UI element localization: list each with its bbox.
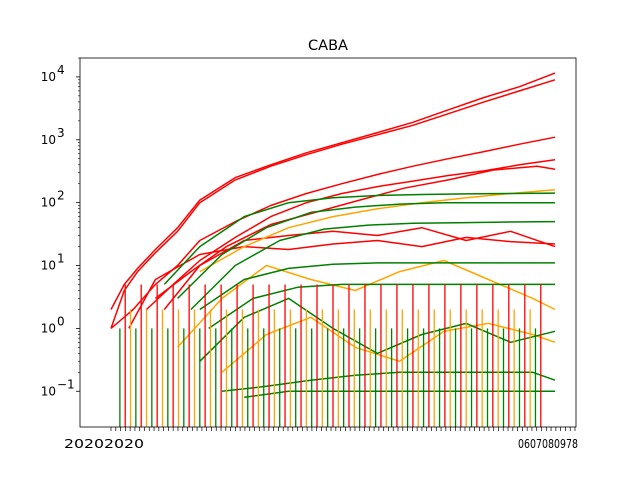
y-tick-exponent: 2 xyxy=(57,189,65,203)
y-tick-label: 10 xyxy=(41,259,56,273)
series-line-red xyxy=(154,165,556,299)
y-tick-label: 10 xyxy=(41,321,56,335)
series-line-red xyxy=(110,72,556,310)
y-tick-label: 10 xyxy=(41,384,56,398)
series-line-orange xyxy=(221,316,556,373)
series-line-orange xyxy=(199,189,556,273)
series-layer xyxy=(110,72,556,399)
series-line-red xyxy=(110,79,556,329)
y-tick-label: 10 xyxy=(41,196,56,210)
series-line-green xyxy=(163,192,556,285)
series-line-green xyxy=(199,262,555,311)
x-axis xyxy=(110,427,576,431)
spike-layer xyxy=(119,284,542,427)
y-tick-exponent: 0 xyxy=(57,314,65,328)
y-tick-exponent: −1 xyxy=(57,377,75,391)
y-tick-exponent: 3 xyxy=(57,126,65,140)
y-tick-exponent: 4 xyxy=(57,63,65,77)
series-line-orange xyxy=(177,259,556,348)
series-line-red xyxy=(163,226,556,310)
series-line-red xyxy=(145,159,556,311)
x-tick-label-left: 20202020 xyxy=(64,437,144,451)
y-tick-label: 10 xyxy=(41,133,56,147)
series-line-green xyxy=(190,220,556,311)
x-tick-label-right: 0607080978 xyxy=(518,437,578,451)
series-line-green xyxy=(221,371,556,393)
series-line-green xyxy=(177,201,555,299)
series-line-green xyxy=(208,283,555,330)
series-line-red xyxy=(110,136,556,329)
plot-frame xyxy=(79,57,577,428)
chart-title: CABA xyxy=(308,38,348,54)
y-tick-exponent: 1 xyxy=(57,252,65,266)
y-tick-label: 10 xyxy=(41,70,56,84)
